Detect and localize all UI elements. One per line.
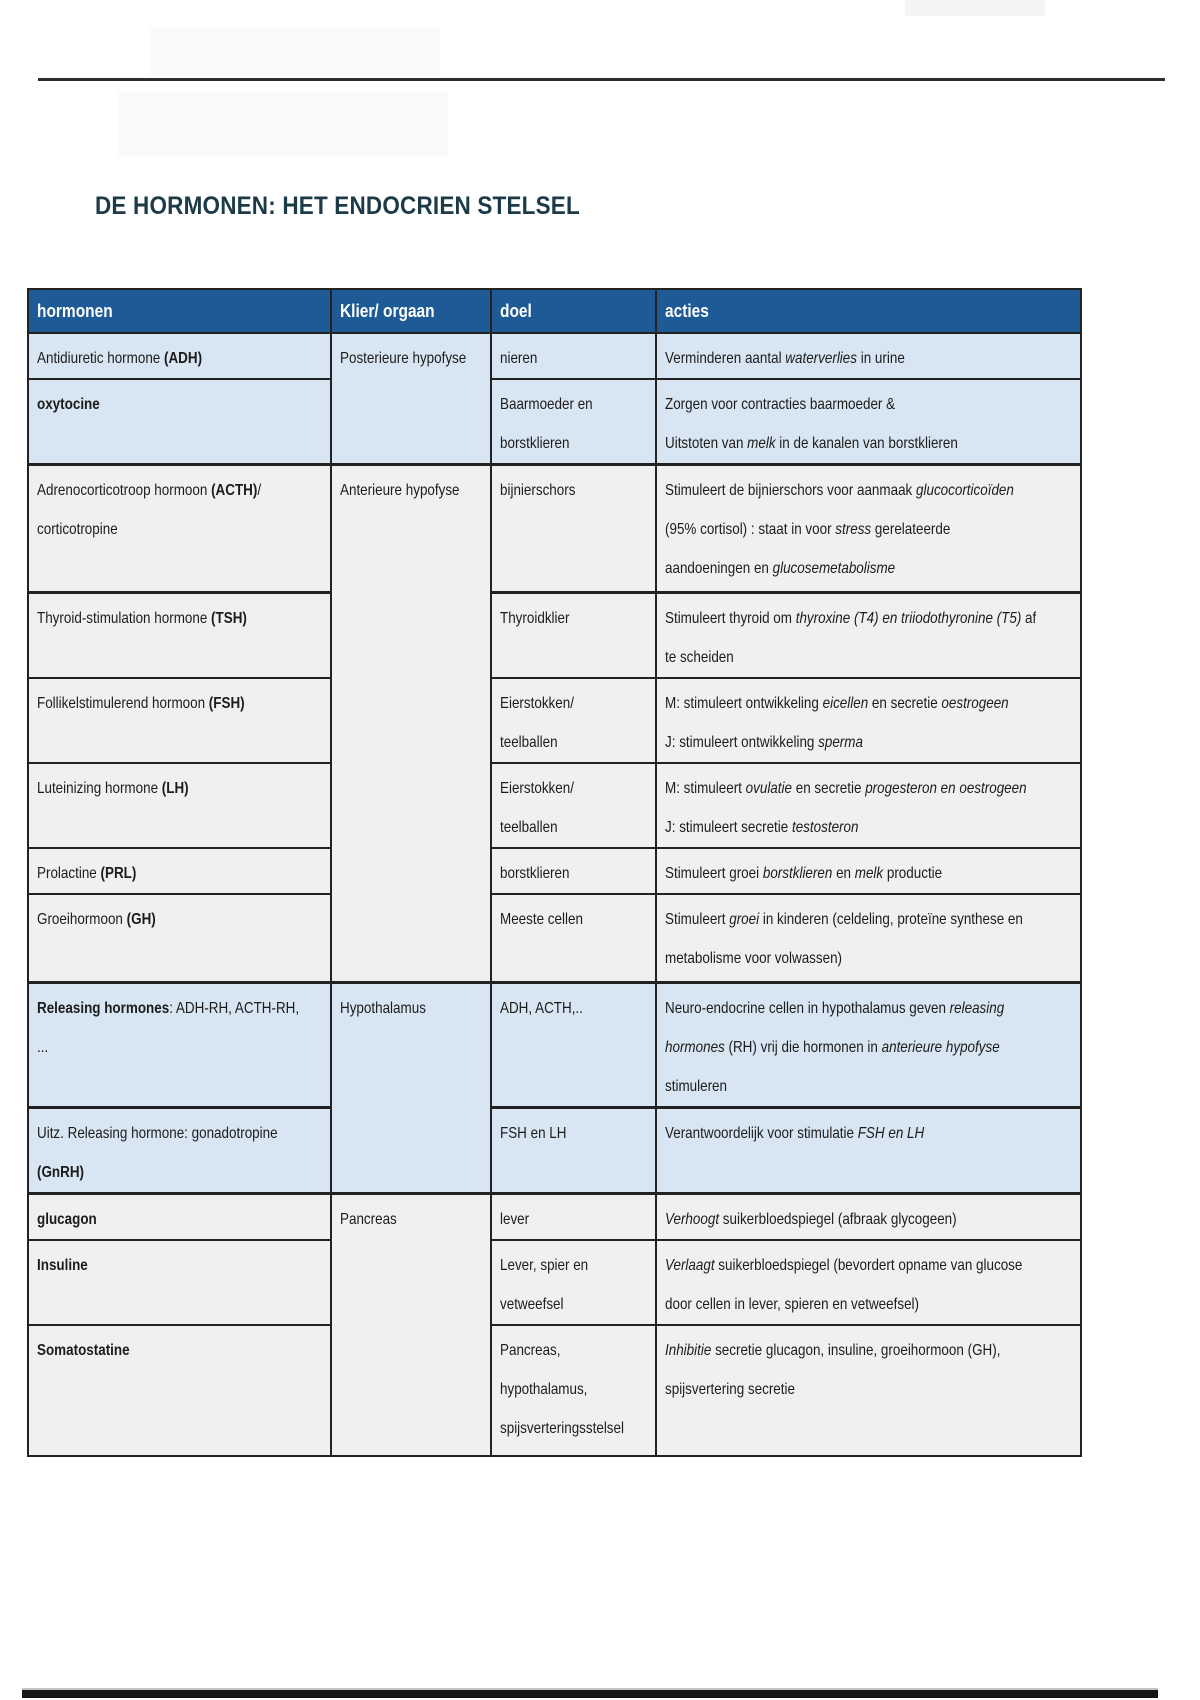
cell-hormone-adh: Antidiuretic hormone (ADH) <box>27 332 332 380</box>
column-header-doel: doel <box>490 288 657 334</box>
table-row-fsh: Follikelstimulerend hormoon (FSH) Eiersto… <box>27 677 1082 764</box>
table-row-glucagon: glucagon Pancreas lever Verhoogt suikerbloe… <box>27 1191 1082 1457</box>
cell-acties-acth: Stimuleert de bijnierschors voor aanmaak… <box>655 463 1082 594</box>
cell-organ-glucagon: Pancreas <box>330 1191 492 1457</box>
cell-organ-acth: Anterieure hypofyse <box>330 463 492 983</box>
cell-acties-releasing: Neuro-endocrine cellen in hypothalamus g… <box>655 980 1082 1108</box>
cell-doel-fsh: Eierstokken/teelballen <box>490 677 657 764</box>
cell-acties-lh: M: stimuleert ovulatie en secretie proge… <box>655 762 1082 849</box>
table-row-tsh: Thyroid-stimulation hormone (TSH) Thyroid… <box>27 591 1082 679</box>
hormone-table: hormonen Klier/ orgaan doel acties Antid… <box>27 288 1082 1457</box>
column-header-klier-orgaan: Klier/ orgaan <box>330 288 492 334</box>
hormone-table-head: hormonen Klier/ orgaan doel acties <box>27 288 1082 334</box>
table-row-somatostatine: Somatostatine Pancreas, hypothalamus, spijs… <box>27 1323 1082 1457</box>
cell-hormone-glucagon: glucagon <box>27 1191 332 1241</box>
cell-hormone-fsh: Follikelstimulerend hormoon (FSH) <box>27 677 332 764</box>
cell-hormone-tsh: Thyroid-stimulation hormone (TSH) <box>27 591 332 679</box>
cell-organ-adh: Posterieure hypofyse <box>330 332 492 466</box>
ghost-artifact-mid <box>118 92 448 156</box>
column-header-doel-label: doel <box>500 300 532 321</box>
cell-doel-tsh: Thyroidklier <box>490 591 657 679</box>
cell-organ-releasing: Hypothalamus <box>330 980 492 1194</box>
page-title: DE HORMONEN: HET ENDOCRIEN STELSEL <box>95 192 580 220</box>
table-row-gnrh: Uitz. Releasing hormone: gonadotropine (G… <box>27 1105 1082 1194</box>
cell-doel-acth: bijnierschors <box>490 463 657 594</box>
ghost-artifact-top <box>150 28 440 76</box>
table-row-acth: Adrenocorticotroop hormoon (ACTH)/cortic… <box>27 463 1082 983</box>
cell-acties-fsh: M: stimuleert ontwikkeling eicellen en s… <box>655 677 1082 764</box>
cell-acties-insuline: Verlaagt suikerbloedspiegel (bevordert o… <box>655 1238 1082 1326</box>
column-header-acties-label: acties <box>665 300 709 321</box>
cell-doel-glucagon: lever <box>490 1191 657 1241</box>
table-row-oxytocine: oxytocine Baarmoeder en borstklieren Zorgen… <box>27 378 1082 466</box>
cell-acties-gh: Stimuleert groei in kinderen (celdeling,… <box>655 893 1082 983</box>
table-row-adh: Antidiuretic hormone (ADH) Posterieure hy… <box>27 332 1082 466</box>
cell-doel-releasing: ADH, ACTH,.. <box>490 980 657 1108</box>
cell-hormone-gh: Groeihormoon (GH) <box>27 893 332 983</box>
table-row-prl: Prolactine (PRL) borstklieren Stimuleert g… <box>27 847 1082 895</box>
cell-doel-lh: Eierstokken/teelballen <box>490 762 657 849</box>
header-row: hormonen Klier/ orgaan doel acties <box>27 288 1082 334</box>
cell-acties-somatostatine: Inhibitie secretie glucagon, insuline, g… <box>655 1323 1082 1457</box>
cell-hormone-insuline: Insuline <box>27 1238 332 1326</box>
cell-hormone-gnrh: Uitz. Releasing hormone: gonadotropine (G… <box>27 1105 332 1194</box>
cell-doel-somatostatine: Pancreas, hypothalamus, spijsverteringsste… <box>490 1323 657 1457</box>
cell-acties-gnrh: Verantwoordelijk voor stimulatie FSH en … <box>655 1105 1082 1194</box>
cell-acties-oxytocine: Zorgen voor contracties baarmoeder & Uits… <box>655 378 1082 466</box>
cell-hormone-releasing: Releasing hormones: ADH-RH, ACTH-RH,... <box>27 980 332 1108</box>
hormone-table-body: Antidiuretic hormone (ADH) Posterieure hy… <box>27 332 1082 1457</box>
cell-hormone-somatostatine: Somatostatine <box>27 1323 332 1457</box>
cell-doel-gh: Meeste cellen <box>490 893 657 983</box>
ghost-artifact-corner <box>905 0 1045 16</box>
cell-hormone-prl: Prolactine (PRL) <box>27 847 332 895</box>
cell-acties-glucagon: Verhoogt suikerbloedspiegel (afbraak gly… <box>655 1191 1082 1241</box>
table-row-lh: Luteinizing hormone (LH) Eierstokken/teel… <box>27 762 1082 849</box>
cell-acties-prl: Stimuleert groei borstklieren en melk pr… <box>655 847 1082 895</box>
table-row-releasing: Releasing hormones: ADH-RH, ACTH-RH,... H… <box>27 980 1082 1194</box>
cell-doel-gnrh: FSH en LH <box>490 1105 657 1194</box>
cell-doel-prl: borstklieren <box>490 847 657 895</box>
bottom-page-bar <box>22 1690 1158 1698</box>
cell-acties-tsh: Stimuleert thyroid om thyroxine (T4) en … <box>655 591 1082 679</box>
top-horizontal-rule <box>38 78 1165 81</box>
cell-doel-adh: nieren <box>490 332 657 380</box>
table-row-gh: Groeihormoon (GH) Meeste cellen Stimuleert… <box>27 893 1082 983</box>
column-header-hormonen: hormonen <box>27 288 332 334</box>
cell-doel-insuline: Lever, spier en vetweefsel <box>490 1238 657 1326</box>
column-header-klier-orgaan-label: Klier/ orgaan <box>340 300 435 321</box>
cell-hormone-lh: Luteinizing hormone (LH) <box>27 762 332 849</box>
cell-hormone-acth: Adrenocorticotroop hormoon (ACTH)/cortic… <box>27 463 332 594</box>
cell-hormone-oxytocine: oxytocine <box>27 378 332 466</box>
cell-doel-oxytocine: Baarmoeder en borstklieren <box>490 378 657 466</box>
column-header-acties: acties <box>655 288 1082 334</box>
table-row-insuline: Insuline Lever, spier en vetweefsel Verlaag… <box>27 1238 1082 1326</box>
cell-acties-adh: Verminderen aantal waterverlies in urine <box>655 332 1082 380</box>
column-header-hormonen-label: hormonen <box>37 300 113 321</box>
